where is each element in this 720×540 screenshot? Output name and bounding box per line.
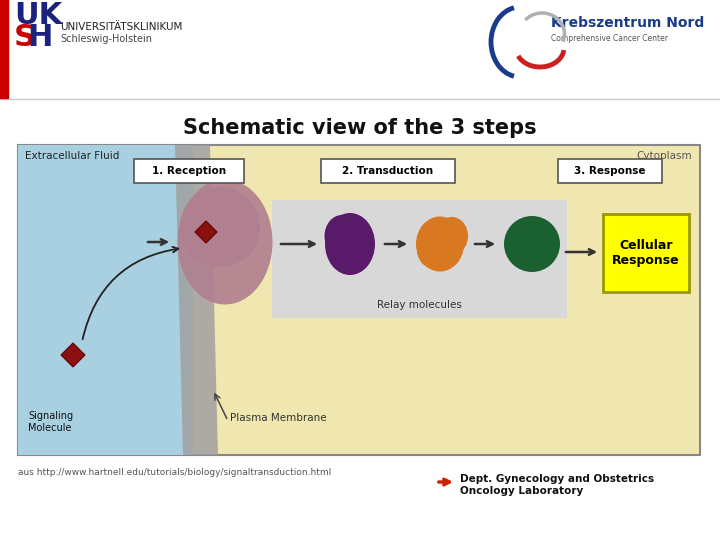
Text: Schleswig-Holstein: Schleswig-Holstein	[60, 34, 152, 44]
Bar	[18, 145, 193, 455]
Text: UNIVERSITÄTSKLINIKUM: UNIVERSITÄTSKLINIKUM	[60, 22, 182, 32]
FancyBboxPatch shape	[558, 159, 662, 183]
Bar	[18, 145, 700, 455]
Text: UK: UK	[14, 1, 62, 30]
Ellipse shape	[178, 179, 272, 305]
Ellipse shape	[325, 213, 375, 275]
Text: Comprehensive Cancer Center: Comprehensive Cancer Center	[551, 34, 668, 43]
Text: 1. Reception: 1. Reception	[152, 166, 226, 176]
Bar	[603, 214, 689, 292]
Bar	[0, 0, 8, 98]
Text: Schematic view of the 3 steps: Schematic view of the 3 steps	[183, 118, 537, 138]
Polygon shape	[175, 145, 218, 455]
FancyBboxPatch shape	[321, 159, 455, 183]
Polygon shape	[195, 221, 217, 243]
Ellipse shape	[325, 215, 359, 257]
Ellipse shape	[436, 217, 468, 255]
Circle shape	[504, 216, 560, 272]
Text: Krebszentrum Nord: Krebszentrum Nord	[551, 16, 704, 30]
Polygon shape	[61, 343, 85, 367]
Text: aus http://www.hartnell.edu/tutorials/biology/signaltransduction.html: aus http://www.hartnell.edu/tutorials/bi…	[18, 468, 331, 477]
Text: Signaling
Molecule: Signaling Molecule	[28, 411, 73, 433]
Text: Relay molecules: Relay molecules	[377, 300, 462, 310]
Ellipse shape	[416, 217, 464, 272]
Text: 2. Transduction: 2. Transduction	[343, 166, 433, 176]
Text: Oncology Laboratory: Oncology Laboratory	[460, 486, 583, 496]
Text: Extracellular Fluid: Extracellular Fluid	[25, 151, 120, 161]
Text: Dept. Gynecology and Obstetrics: Dept. Gynecology and Obstetrics	[460, 474, 654, 484]
Ellipse shape	[417, 230, 447, 268]
Text: H: H	[27, 23, 53, 52]
Text: 3. Response: 3. Response	[575, 166, 646, 176]
Text: Cellular
Response: Cellular Response	[612, 239, 680, 267]
Text: S: S	[14, 23, 36, 52]
Ellipse shape	[180, 187, 260, 267]
Text: Cytoplasm: Cytoplasm	[636, 151, 692, 161]
Text: Plasma Membrane: Plasma Membrane	[230, 413, 327, 423]
Bar	[272, 200, 567, 318]
FancyBboxPatch shape	[134, 159, 244, 183]
